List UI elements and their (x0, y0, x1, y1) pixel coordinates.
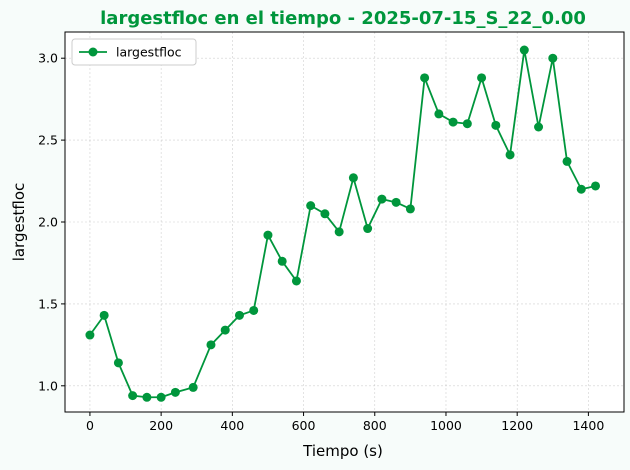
data-point (519, 45, 529, 55)
series-layer (85, 45, 601, 402)
gridlines (65, 32, 624, 412)
y-tick-label: 2.5 (38, 133, 58, 148)
data-point (142, 392, 152, 402)
y-tick-label: 1.5 (38, 296, 58, 311)
y-tick-label: 1.0 (38, 378, 58, 393)
data-point (188, 382, 198, 392)
data-point (128, 391, 138, 401)
x-tick-label: 1200 (501, 418, 533, 433)
data-point (462, 119, 472, 129)
data-point (156, 392, 166, 402)
data-point (591, 181, 601, 191)
x-axis: 0 200 400 600 800 1000 1200 1400 (86, 412, 604, 433)
data-point (534, 122, 544, 132)
x-tick-label: 800 (363, 418, 387, 433)
legend-marker (88, 47, 98, 57)
y-tick-label: 3.0 (38, 51, 58, 66)
data-point (562, 156, 572, 166)
plot-area (65, 32, 624, 412)
data-point (434, 109, 444, 119)
data-point (491, 120, 501, 130)
chart-title: largestfloc en el tiempo - 2025-07-15_S_… (100, 8, 586, 29)
x-axis-title: Tiempo (s) (302, 442, 383, 460)
y-axis: 1.0 1.5 2.0 2.5 3.0 (38, 51, 65, 393)
data-point (170, 387, 180, 397)
y-axis-title: largestfloc (10, 183, 28, 262)
x-tick-label: 400 (220, 418, 244, 433)
data-point (263, 230, 273, 240)
x-tick-label: 600 (292, 418, 316, 433)
data-point (320, 209, 330, 219)
data-point (391, 197, 401, 207)
data-point (505, 150, 515, 160)
y-tick-label: 2.0 (38, 215, 58, 230)
data-point (420, 73, 430, 83)
data-point (113, 358, 123, 368)
data-point (405, 204, 415, 214)
data-point (377, 194, 387, 204)
data-point (306, 201, 316, 211)
legend-box (71, 38, 197, 66)
data-point (220, 325, 230, 335)
data-point (249, 305, 259, 315)
data-point (477, 73, 487, 83)
data-point (206, 340, 216, 350)
data-point (85, 330, 95, 340)
data-point (348, 173, 358, 183)
legend: largestfloc (71, 38, 197, 66)
data-point (363, 224, 373, 234)
legend-label: largestfloc (116, 45, 182, 60)
data-point (234, 310, 244, 320)
data-point (291, 276, 301, 286)
data-point (576, 184, 586, 194)
data-point (334, 227, 344, 237)
x-tick-label: 1400 (572, 418, 604, 433)
data-point (448, 117, 458, 127)
data-point (277, 256, 287, 266)
x-tick-label: 0 (86, 418, 94, 433)
data-point (548, 53, 558, 63)
x-tick-label: 200 (149, 418, 173, 433)
x-tick-label: 1000 (430, 418, 462, 433)
data-point (99, 310, 109, 320)
